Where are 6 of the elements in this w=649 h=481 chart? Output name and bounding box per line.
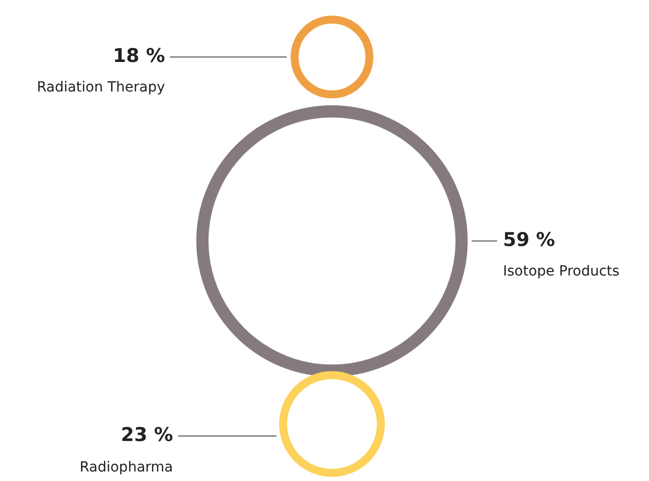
category-label: Radiopharma [80, 460, 173, 476]
data-label: 18 % [112, 44, 165, 67]
data-label: 59 % [503, 228, 556, 251]
data-label: 23 % [120, 424, 173, 446]
category-label: Isotope Products [503, 264, 620, 280]
category-label: Radiation Therapy [36, 80, 165, 96]
